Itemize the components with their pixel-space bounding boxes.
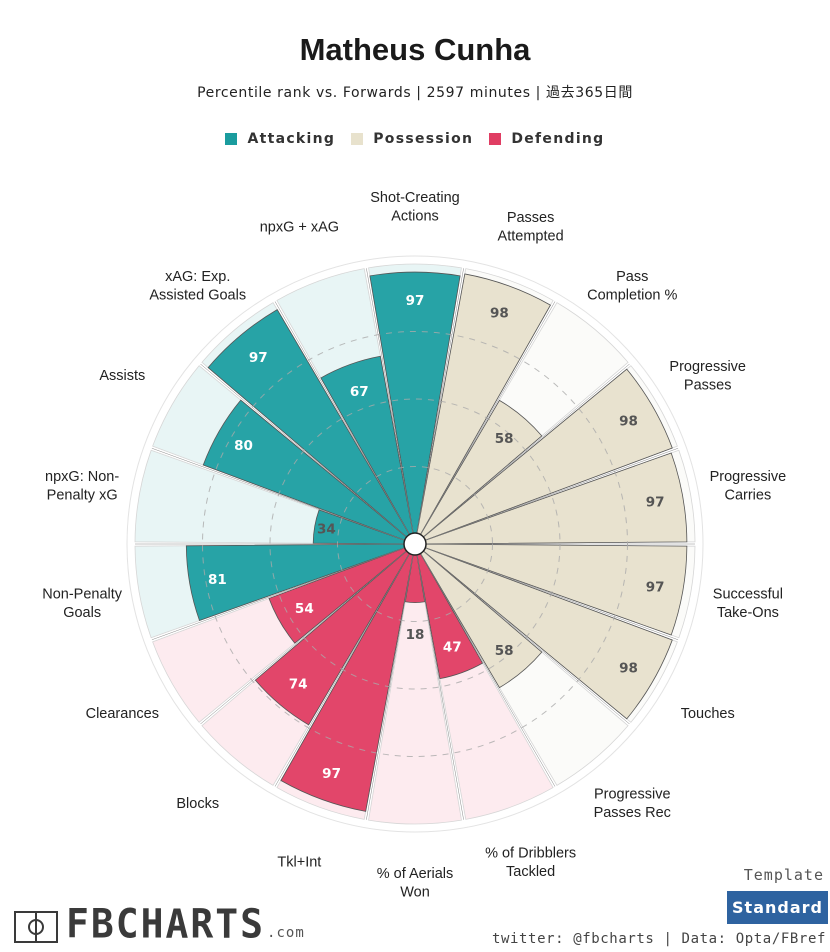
value-label-assists: 80: [234, 438, 253, 454]
legend-item-possession: Possession: [351, 131, 473, 147]
category-label-xag-exp-assisted-goals: xAG: Exp. Assisted Goals: [149, 269, 246, 304]
spoke: [200, 363, 408, 538]
legend-label-possession: Possession: [373, 131, 474, 147]
chart-title: Matheus Cunha: [299, 32, 531, 67]
value-label-progressive-carries: 97: [646, 495, 665, 511]
spoke: [151, 547, 406, 641]
category-label-progressive-carries: Progressive Carries: [710, 469, 787, 504]
fbcharts-logo: FBCHARTS .com: [14, 900, 305, 948]
legend-swatch-possession: [351, 133, 364, 145]
value-label-npxg-xag: 67: [350, 384, 369, 400]
chart-subtitle: Percentile rank vs. Forwards | 2597 minu…: [197, 85, 633, 101]
value-label-touches: 98: [619, 660, 638, 676]
spoke: [366, 553, 414, 820]
value-label-of-aerials-won: 18: [406, 627, 425, 643]
value-labels: 97 98 58 98 97 97 98 58 47 18 97 74 54 81 34 80 97 67: [208, 293, 665, 782]
template-label: Template: [743, 866, 824, 884]
value-label-progressive-passes-rec: 58: [495, 643, 514, 659]
legend: Attacking Possession Defending: [0, 131, 830, 147]
category-label-of-aerials-won: % of Aerials Won: [377, 866, 454, 901]
category-label-clearances: Clearances: [86, 706, 159, 722]
footer-credits: twitter: @fbcharts | Data: Opta/FBref: [491, 931, 826, 947]
category-label-of-dribblers-tackled: % of Dribblers Tackled: [485, 845, 576, 880]
category-labels: Shot-Creating Actions Passes Attempted Pass C…: [42, 190, 786, 901]
category-label-tkl-int: Tkl+Int: [277, 855, 321, 871]
category-label-shot-creating-actions: Shot-Creating Actions: [370, 190, 459, 225]
spoke: [366, 268, 414, 535]
template-standard-button[interactable]: Standard: [727, 891, 828, 924]
value-label-passes-attempted: 98: [490, 305, 509, 321]
category-label-assists: Assists: [99, 368, 145, 384]
spoke: [416, 553, 464, 820]
spoke: [200, 550, 408, 725]
spoke: [274, 552, 411, 787]
legend-swatch-defending: [489, 133, 502, 145]
value-label-tkl-int: 97: [322, 766, 341, 782]
value-label-blocks: 74: [289, 676, 308, 692]
value-label-non-penalty-goals: 81: [208, 572, 227, 588]
value-label-successful-take-ons: 97: [646, 579, 665, 595]
logo-text: FBCHARTS: [66, 900, 266, 948]
spoke: [419, 552, 556, 787]
category-label-non-penalty-goals: Non-Penalty Goals: [42, 586, 123, 621]
pitch-icon: [14, 911, 58, 943]
spoke: [274, 301, 411, 536]
spoke: [422, 550, 630, 725]
outer-ring: [126, 255, 704, 833]
value-label-clearances: 54: [295, 601, 314, 617]
value-label-shot-creating-actions: 97: [406, 293, 425, 309]
category-label-successful-take-ons: Successful Take-Ons: [713, 586, 783, 621]
legend-item-defending: Defending: [489, 131, 604, 147]
value-label-npxg-non-penalty-xg: 34: [317, 521, 336, 537]
category-label-progressive-passes-rec: Progressive Passes Rec: [594, 787, 671, 822]
legend-swatch-attacking: [225, 133, 238, 145]
spokes: [135, 268, 695, 820]
spoke: [422, 363, 630, 538]
spoke: [419, 301, 556, 536]
category-label-npxg-xag: npxG + xAG: [260, 219, 339, 235]
value-wedges: [185, 271, 688, 812]
category-label-blocks: Blocks: [176, 796, 219, 812]
spoke: [424, 447, 679, 541]
legend-label-attacking: Attacking: [247, 131, 336, 147]
legend-label-defending: Defending: [511, 131, 605, 147]
legend-item-attacking: Attacking: [225, 131, 335, 147]
spoke: [151, 447, 406, 541]
spoke: [424, 547, 679, 641]
spoke: [416, 268, 464, 535]
category-label-npxg-non-penalty-xg: npxG: Non-Penalty xG: [45, 469, 119, 504]
value-label-progressive-passes: 98: [619, 414, 638, 430]
center-dot: [403, 532, 427, 556]
category-label-passes-attempted: Passes Attempted: [498, 210, 564, 245]
category-label-touches: Touches: [681, 706, 735, 722]
value-label-pass-completion: 58: [495, 431, 514, 447]
logo-suffix: .com: [267, 925, 305, 941]
category-label-progressive-passes: Progressive Passes: [669, 359, 746, 394]
category-label-pass-completion: Pass Completion %: [587, 269, 677, 304]
value-label-xag-exp-assisted-goals: 97: [249, 350, 268, 366]
value-label-of-dribblers-tackled: 47: [443, 639, 462, 655]
